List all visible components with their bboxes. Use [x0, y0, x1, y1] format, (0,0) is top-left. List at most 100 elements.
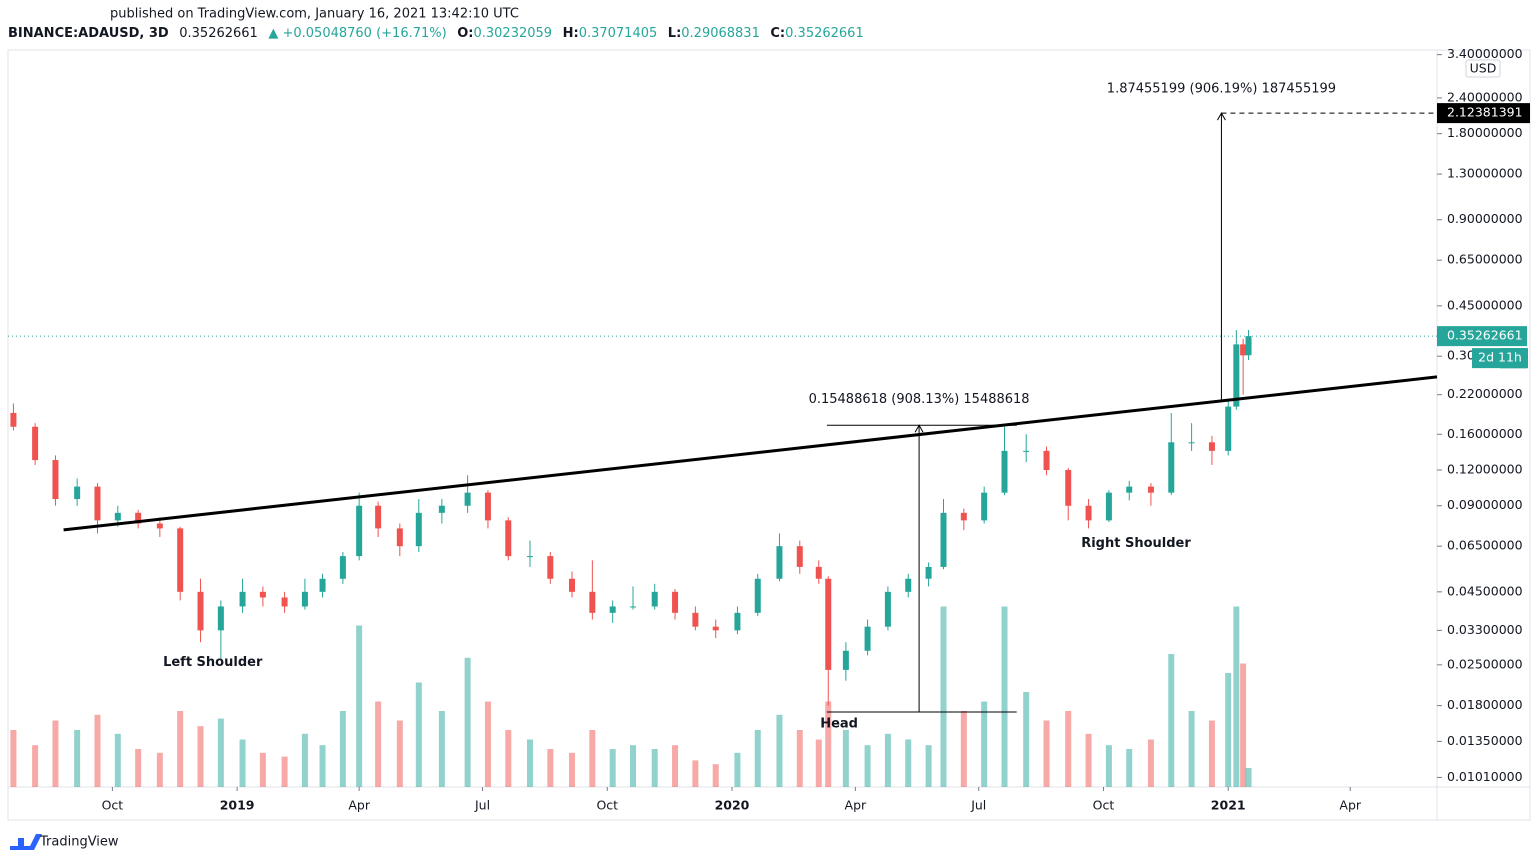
- volume-bar: [940, 606, 947, 787]
- volume-bar: [589, 730, 596, 787]
- candle-body: [960, 512, 967, 521]
- candle-body: [884, 591, 891, 627]
- volume-bar: [464, 657, 471, 787]
- ohlc-value: 0.37071405: [579, 26, 658, 41]
- volume-bar: [259, 752, 266, 787]
- volume-bar: [796, 730, 803, 787]
- volume-bar: [1188, 711, 1195, 787]
- candle-body: [177, 528, 184, 592]
- candle-body: [239, 591, 246, 607]
- countdown-badge: [1472, 348, 1528, 369]
- candle-body: [864, 626, 871, 651]
- candle-body: [74, 486, 81, 500]
- candle-body: [940, 512, 947, 567]
- volume-bar: [1225, 673, 1232, 787]
- x-tick-label: Apr: [1339, 798, 1361, 813]
- candle-body: [1240, 344, 1247, 356]
- candle-body: [1245, 336, 1252, 356]
- pattern-label: Right Shoulder: [1081, 536, 1191, 551]
- volume-bar: [1147, 739, 1154, 787]
- candle-body: [1168, 442, 1175, 493]
- x-tick-label: Apr: [348, 798, 370, 813]
- volume-bar: [609, 749, 616, 787]
- x-tick-label: 2020: [715, 798, 750, 813]
- target-price: 2.12381391: [1447, 105, 1523, 120]
- volume-bar: [52, 720, 59, 787]
- y-tick-label: 1.80000000: [1447, 125, 1523, 140]
- candle-body: [630, 606, 637, 608]
- volume-bar: [825, 701, 832, 787]
- volume-bar: [1126, 749, 1133, 787]
- volume-bar: [925, 745, 932, 787]
- x-tick-label: 2021: [1211, 798, 1246, 813]
- candle-body: [396, 528, 403, 547]
- countdown: 2d 11h: [1478, 350, 1522, 365]
- y-tick-label: 0.01010000: [1447, 769, 1523, 784]
- x-tick-label: Jul: [970, 798, 986, 813]
- volume-bar: [1065, 711, 1072, 787]
- volume-bar: [177, 711, 184, 787]
- candle-body: [1065, 470, 1072, 506]
- volume-bar: [32, 745, 39, 787]
- y-tick-label: 0.12000000: [1447, 462, 1523, 477]
- candle-body: [1126, 486, 1133, 493]
- axes: 3.40000000 2.40000000 1.80000000 1.30000000…: [102, 46, 1530, 813]
- candle-body: [10, 412, 17, 427]
- y-tick-label: 0.65000000: [1447, 252, 1523, 267]
- candle-body: [734, 612, 741, 631]
- candle-body: [1085, 505, 1092, 521]
- ohlc-label: H:: [563, 26, 579, 41]
- y-tick-label: 0.01350000: [1447, 733, 1523, 748]
- candle-body: [589, 591, 596, 613]
- candle-body: [356, 505, 363, 557]
- volume-bar: [960, 711, 967, 787]
- candle-body: [197, 591, 204, 631]
- measure-label: 1.87455199 (906.19%) 187455199: [1107, 82, 1336, 97]
- volume-bar: [217, 718, 224, 787]
- volume-bar: [815, 739, 822, 787]
- volume-layer: [10, 606, 1252, 787]
- volume-bar: [1023, 692, 1030, 787]
- candle-body: [1208, 442, 1215, 451]
- volume-bar: [547, 749, 554, 787]
- volume-bar: [74, 730, 81, 787]
- candle-body: [52, 460, 59, 500]
- volume-bar: [1168, 654, 1175, 787]
- y-tick-label: 0.03300000: [1447, 622, 1523, 637]
- volume-bar: [396, 720, 403, 787]
- volume-bar: [842, 730, 849, 787]
- pane-frame: [7, 49, 1531, 821]
- last-price: 0.35262661: [179, 26, 258, 41]
- candle-body: [301, 591, 308, 607]
- volume-bar: [981, 701, 988, 787]
- volume-bar: [197, 726, 204, 787]
- volume-bar: [339, 711, 346, 787]
- volume-bar: [319, 745, 326, 787]
- volume-bar: [301, 733, 308, 787]
- volume-bar: [438, 711, 445, 787]
- candle-body: [754, 578, 761, 613]
- candle-body: [651, 591, 658, 607]
- ohlc-label: L:: [668, 26, 681, 41]
- currency: USD: [1470, 61, 1497, 76]
- ohlc-value: 0.29068831: [681, 26, 760, 41]
- candle-body: [135, 512, 142, 524]
- candle-body: [1043, 450, 1050, 471]
- volume-bar: [281, 756, 288, 787]
- last-badge: [1437, 326, 1527, 347]
- volume-bar: [1208, 720, 1215, 787]
- candle-body: [259, 591, 266, 598]
- volume-bar: [712, 764, 719, 787]
- y-tick-label: 0.04500000: [1447, 583, 1523, 598]
- volume-bar: [905, 739, 912, 787]
- volume-bar: [239, 739, 246, 787]
- y-tick-label: 2.40000000: [1447, 89, 1523, 104]
- volume-bar: [734, 752, 741, 787]
- candle-body: [156, 523, 163, 529]
- symbol-line: BINANCE:ADAUSD, 3D 0.35262661 ▲ +0.05048…: [8, 26, 864, 41]
- volume-bar: [864, 745, 871, 787]
- candle-body: [905, 578, 912, 592]
- candle-body: [1001, 450, 1008, 493]
- volume-bar: [884, 733, 891, 787]
